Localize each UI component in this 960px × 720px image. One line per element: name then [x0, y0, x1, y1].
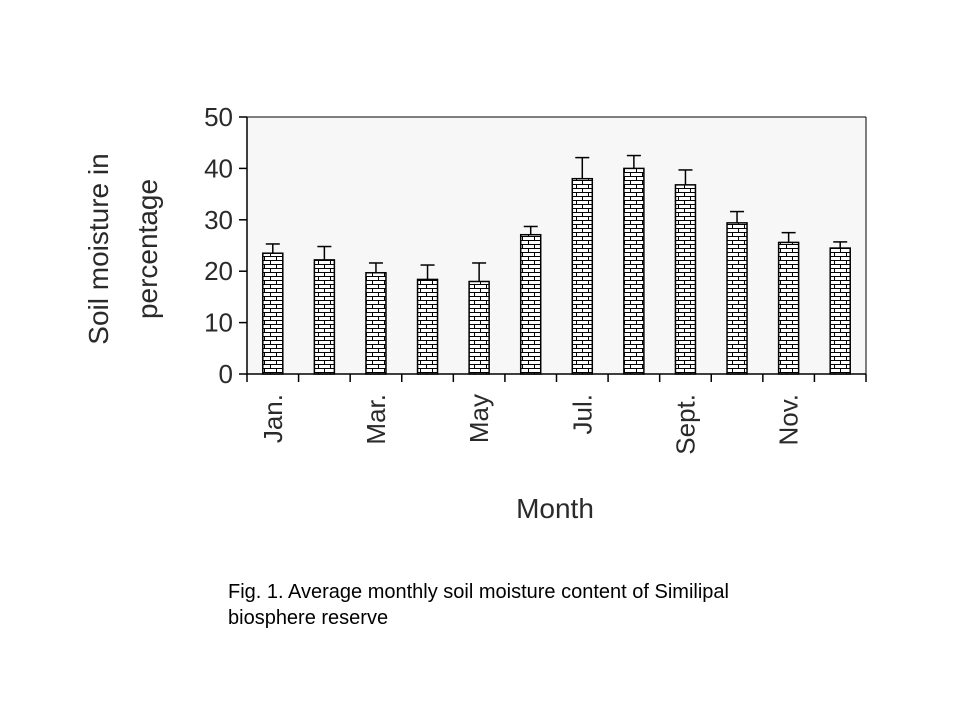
- plot-area: [247, 117, 866, 374]
- bar-7: [571, 177, 594, 375]
- x-tick-label: Jan.: [258, 394, 288, 443]
- y-axis-title: Soil moisture in percentage: [83, 153, 163, 344]
- x-axis-ticks: Jan. Mar. May Jul. Sept. Nov.: [246, 374, 867, 455]
- y-axis-ticks: 0 10 20 30 40 50: [204, 102, 247, 389]
- x-tick-label: Sept.: [670, 394, 700, 455]
- y-axis-title-line-2: percentage: [132, 179, 163, 319]
- y-tick-label: 50: [204, 102, 233, 132]
- bar-10: [726, 222, 748, 375]
- bar-12: [829, 247, 851, 375]
- y-tick-label: 0: [219, 359, 233, 389]
- x-tick-label: Jul.: [567, 394, 597, 434]
- y-axis-title-line-1: Soil moisture in: [83, 153, 114, 344]
- y-tick-label: 30: [204, 205, 233, 235]
- x-tick-label: Mar.: [361, 394, 391, 445]
- y-tick-label: 40: [204, 153, 233, 183]
- caption-line-2: biosphere reserve: [228, 607, 389, 629]
- x-tick-label: May: [464, 394, 494, 443]
- bar-9: [674, 184, 697, 375]
- caption-line-1: Fig. 1. Average monthly soil moisture co…: [228, 581, 729, 603]
- bar-5: [468, 280, 490, 375]
- bar-6: [519, 233, 542, 375]
- error-bars: [265, 154, 848, 282]
- bar-8: [623, 167, 645, 375]
- x-tick-label: Nov.: [774, 394, 804, 446]
- bar-4: [416, 278, 439, 375]
- y-tick-label: 10: [204, 308, 233, 338]
- bar-3: [365, 271, 387, 375]
- bar-2: [313, 259, 336, 375]
- x-axis-title: Month: [516, 493, 594, 524]
- bar-1: [262, 252, 284, 375]
- y-tick-label: 20: [204, 256, 233, 286]
- bar-11: [777, 241, 800, 375]
- figure-caption: Fig. 1. Average monthly soil moisture co…: [228, 579, 868, 631]
